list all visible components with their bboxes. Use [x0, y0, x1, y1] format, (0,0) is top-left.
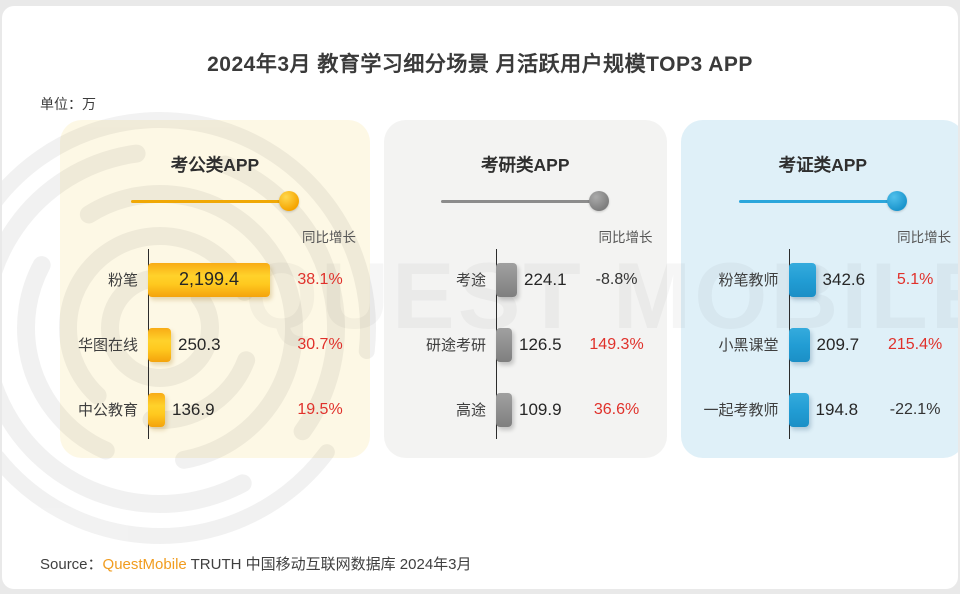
growth-column-header: 同比增长 [897, 230, 952, 245]
mau-bar [148, 327, 171, 362]
table-row: 考途 224.1 -8.8% [384, 247, 667, 312]
growth-value: -8.8% [595, 270, 638, 288]
app-name: 小黑课堂 [718, 337, 779, 354]
growth-value: 215.4% [887, 335, 943, 353]
app-name: 一起考教师 [703, 402, 779, 419]
table-row: 一起考教师 194.8 -22.1% [681, 377, 958, 442]
source-prefix: Source： [40, 556, 103, 573]
growth-column-header: 同比增长 [598, 230, 653, 245]
mau-value: 126.5 [519, 334, 562, 354]
accent-line-dot-decoration [738, 191, 907, 211]
accent-line [441, 200, 598, 203]
app-name: 中公教育 [77, 402, 138, 419]
mau-bar [788, 327, 810, 362]
panel-title: 考证类APP [778, 155, 868, 175]
app-name: 考途 [455, 272, 486, 289]
bar-zone: 342.6 [788, 262, 866, 297]
table-row: 小黑课堂 209.7 215.4% [681, 312, 958, 377]
bar-zone: 209.7 [788, 327, 866, 362]
app-name: 研途考研 [425, 337, 486, 354]
mau-value: 136.9 [172, 399, 215, 419]
growth-value: 36.6% [593, 400, 640, 418]
growth-value: 38.1% [297, 270, 343, 288]
mau-bar [496, 392, 512, 427]
questmobile-brand: QuestMobile [102, 556, 187, 573]
report-card: 2024年3月 教育学习细分场景 月活跃用户规模TOP3 APP 单位：万 考公… [2, 6, 958, 589]
unit-label: 单位：万 [40, 96, 96, 112]
mau-value: 194.8 [815, 399, 859, 419]
bar-zone: 109.9 [496, 392, 567, 427]
mau-bar [788, 392, 809, 427]
growth-value: -22.1% [889, 400, 941, 418]
app-name: 华图在线 [77, 337, 138, 354]
growth-value: 19.5% [297, 400, 343, 418]
mau-value: 250.3 [178, 334, 221, 354]
mau-value: 2,199.4 [178, 269, 240, 289]
mau-bar [148, 392, 165, 427]
panels-container: 考公类APP 同比增长 粉笔 2,199.4 38.1% 华图在线 [60, 120, 958, 458]
panel-grad-exam: 考研类APP 同比增长 考途 224.1 -8.8% 研途考研 [384, 120, 667, 458]
growth-value: 5.1% [896, 270, 934, 288]
bar-zone: 224.1 [496, 262, 567, 297]
table-row: 高途 109.9 36.6% [384, 377, 667, 442]
bar-zone: 194.8 [788, 392, 866, 427]
mau-bar [496, 262, 517, 297]
accent-line-dot-decoration [441, 191, 610, 211]
accent-line [131, 200, 287, 203]
panel-gov-exam: 考公类APP 同比增长 粉笔 2,199.4 38.1% 华图在线 [60, 120, 370, 458]
accent-dot-icon [279, 191, 299, 211]
bar-zone: 250.3 [148, 327, 270, 362]
mau-bar [148, 262, 270, 297]
bar-chart: 粉笔教师 342.6 5.1% 小黑课堂 209.7 215.4% [681, 247, 958, 442]
page-title: 2024年3月 教育学习细分场景 月活跃用户规模TOP3 APP [207, 53, 753, 76]
mau-value: 342.6 [822, 269, 866, 289]
bar-chart: 考途 224.1 -8.8% 研途考研 126.5 149.3% [384, 247, 667, 442]
source-suffix: TRUTH 中国移动互联网数据库 2024年3月 [186, 556, 472, 573]
bar-zone: 2,199.4 [148, 262, 270, 297]
panel-title: 考研类APP [481, 155, 570, 175]
panel-title: 考公类APP [170, 155, 260, 175]
mau-bar [788, 262, 816, 297]
bar-zone: 136.9 [148, 392, 270, 427]
growth-value: 30.7% [297, 335, 343, 353]
table-row: 中公教育 136.9 19.5% [60, 377, 370, 442]
mau-value: 109.9 [519, 399, 562, 419]
mau-value: 209.7 [816, 334, 860, 354]
table-row: 粉笔 2,199.4 38.1% [60, 247, 370, 312]
accent-dot-icon [589, 191, 610, 211]
bar-zone: 126.5 [496, 327, 567, 362]
growth-value: 149.3% [589, 335, 644, 353]
table-row: 华图在线 250.3 30.7% [60, 312, 370, 377]
accent-dot-icon [886, 191, 907, 211]
growth-column-header: 同比增长 [302, 230, 356, 245]
app-name: 粉笔 [107, 272, 138, 289]
app-name: 粉笔教师 [718, 272, 779, 289]
table-row: 研途考研 126.5 149.3% [384, 312, 667, 377]
accent-line [738, 200, 895, 203]
mau-value: 224.1 [524, 269, 567, 289]
mau-bar [496, 327, 512, 362]
bar-chart: 粉笔 2,199.4 38.1% 华图在线 250.3 30.7% [60, 247, 370, 442]
app-name: 高途 [455, 402, 486, 419]
accent-line-dot-decoration [131, 191, 299, 211]
panel-cert-exam: 考证类APP 同比增长 粉笔教师 342.6 5.1% 小黑课堂 [680, 120, 958, 458]
source-line: Source：QuestMobile TRUTH 中国移动互联网数据库 2024… [40, 553, 472, 574]
table-row: 粉笔教师 342.6 5.1% [681, 247, 958, 312]
